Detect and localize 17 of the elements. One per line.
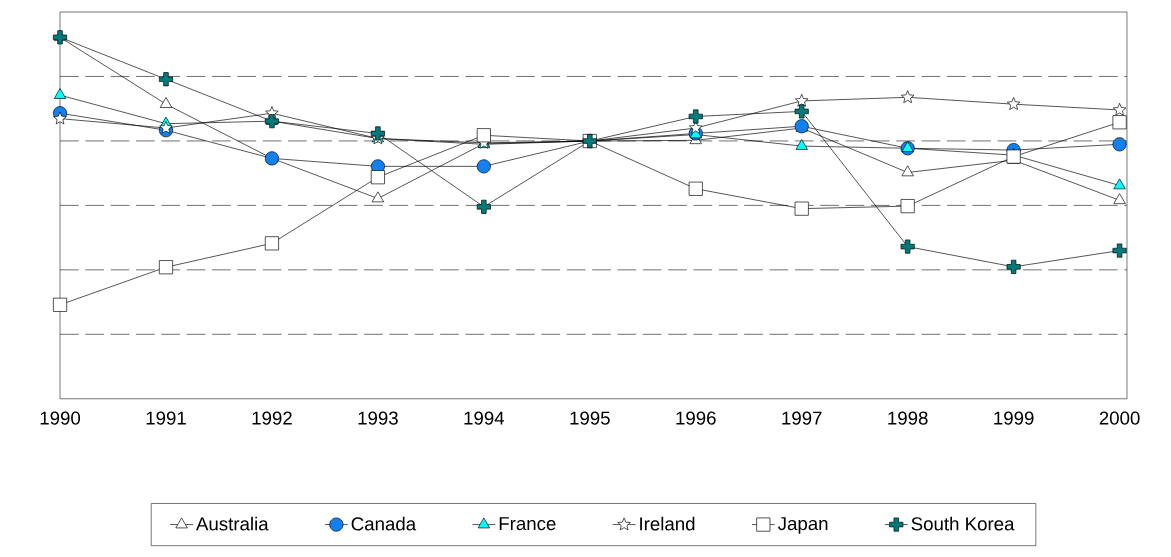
legend-label: France xyxy=(499,516,556,530)
x-tick-label: 2000 xyxy=(1099,411,1140,425)
legend-label: Canada xyxy=(351,516,417,531)
x-tick-label: 1998 xyxy=(888,411,928,425)
x-tick-label: 1996 xyxy=(676,411,716,425)
x-tick-label: 1994 xyxy=(464,411,505,425)
legend-label: Australia xyxy=(196,516,269,531)
x-tick-label: 1997 xyxy=(782,411,822,425)
x-tick-label: 1990 xyxy=(40,411,81,425)
legend-label: Japan xyxy=(777,516,828,534)
x-tick-label: 1991 xyxy=(146,411,186,425)
x-tick-label: 1992 xyxy=(252,411,292,425)
x-tick-label: 1993 xyxy=(358,411,398,425)
legend-label: Ireland xyxy=(640,516,695,531)
x-tick-label: 1995 xyxy=(570,411,610,425)
x-tick-label: 1999 xyxy=(994,411,1034,425)
legend-label: South Korea xyxy=(911,516,1015,531)
